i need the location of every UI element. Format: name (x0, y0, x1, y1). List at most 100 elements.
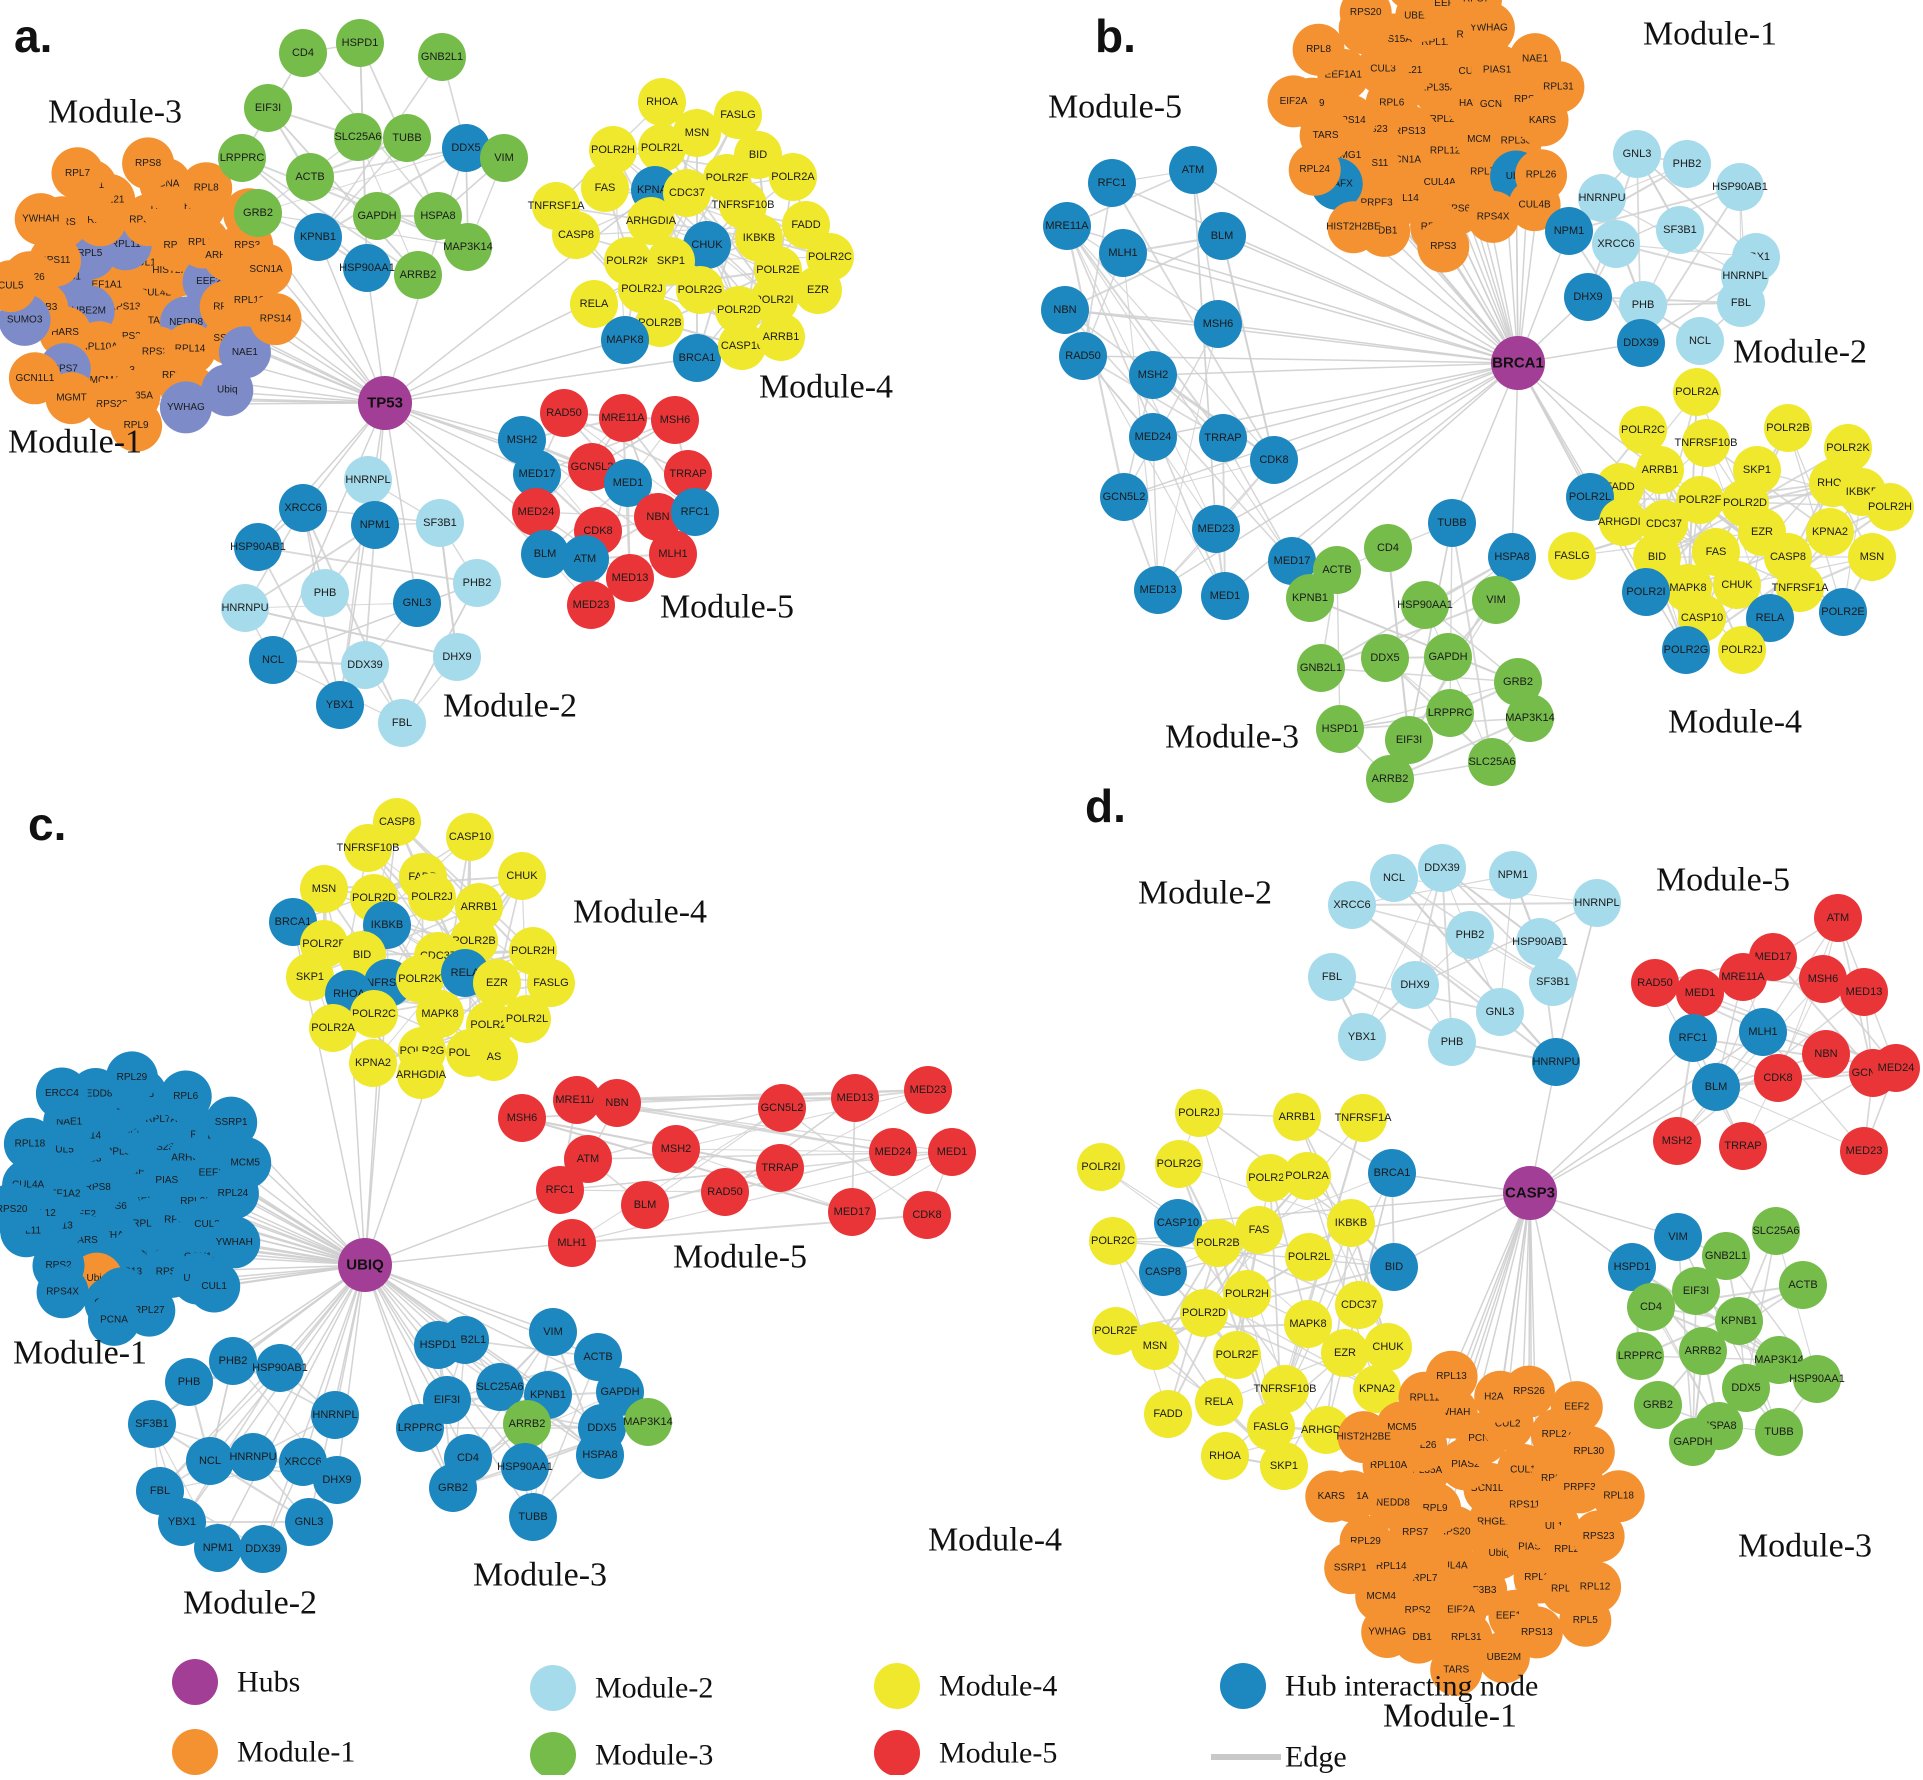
gene-node[interactable] (286, 153, 334, 201)
gene-node[interactable] (1819, 588, 1867, 636)
gene-node[interactable] (1622, 568, 1670, 616)
gene-node[interactable] (714, 91, 762, 139)
gene-node[interactable] (828, 1188, 876, 1236)
gene-node[interactable] (1550, 1381, 1603, 1434)
gene-node[interactable] (1532, 61, 1585, 114)
gene-node[interactable] (1682, 419, 1730, 467)
gene-node[interactable] (663, 169, 711, 217)
gene-node[interactable] (165, 1358, 213, 1406)
gene-node[interactable] (1634, 1381, 1682, 1429)
gene-node[interactable] (498, 852, 546, 900)
gene-node[interactable] (501, 1443, 549, 1491)
gene-node[interactable] (1472, 576, 1520, 624)
gene-node[interactable] (1713, 561, 1761, 609)
gene-node[interactable] (418, 33, 466, 81)
gene-node[interactable] (1139, 1248, 1187, 1296)
gene-node[interactable] (309, 1004, 357, 1052)
gene-node[interactable] (336, 19, 384, 67)
gene-node[interactable] (1195, 1378, 1243, 1426)
gene-node[interactable] (1755, 1408, 1803, 1456)
gene-node[interactable] (1529, 958, 1577, 1006)
gene-node[interactable] (1592, 1470, 1645, 1523)
gene-node[interactable] (627, 197, 675, 245)
gene-node[interactable] (1848, 533, 1896, 581)
gene-node[interactable] (1428, 499, 1476, 547)
gene-node[interactable] (589, 126, 637, 174)
gene-node[interactable] (446, 813, 494, 861)
gene-node[interactable] (1564, 273, 1612, 321)
gene-node[interactable] (128, 1400, 176, 1448)
gene-node[interactable] (473, 959, 521, 1007)
gene-node[interactable] (1339, 0, 1392, 39)
gene-node[interactable] (552, 211, 600, 259)
gene-node[interactable] (201, 364, 254, 417)
gene-node[interactable] (158, 1498, 206, 1546)
gene-node[interactable] (1077, 1143, 1125, 1191)
gene-node[interactable] (453, 559, 501, 607)
gene-node[interactable] (1508, 179, 1561, 232)
gene-node[interactable] (1154, 1199, 1202, 1247)
gene-node[interactable] (1669, 1014, 1717, 1062)
gene-node[interactable] (1793, 1355, 1841, 1403)
gene-node[interactable] (1866, 483, 1914, 531)
gene-node[interactable] (1719, 953, 1767, 1001)
gene-node[interactable] (1129, 413, 1177, 461)
gene-node[interactable] (1175, 1089, 1223, 1137)
gene-node[interactable] (88, 1293, 140, 1346)
gene-node[interactable] (498, 1094, 546, 1142)
gene-node[interactable] (1776, 564, 1824, 612)
gene-node[interactable] (1739, 1008, 1787, 1056)
gene-node[interactable] (1292, 23, 1345, 76)
gene-node[interactable] (0, 260, 37, 313)
gene-node[interactable] (652, 1125, 700, 1173)
hub-node-ubiq[interactable] (338, 1238, 392, 1292)
gene-node[interactable] (1672, 1267, 1720, 1315)
gene-node[interactable] (1386, 0, 1438, 11)
gene-node[interactable] (1613, 130, 1661, 178)
gene-node[interactable] (1426, 689, 1474, 737)
gene-node[interactable] (240, 243, 293, 296)
gene-node[interactable] (1199, 414, 1247, 462)
gene-node[interactable] (1654, 1213, 1702, 1261)
gene-node[interactable] (1619, 406, 1667, 454)
gene-node[interactable] (1328, 881, 1376, 929)
gene-node[interactable] (1370, 854, 1418, 902)
gene-node[interactable] (1041, 286, 1089, 334)
gene-node[interactable] (1662, 626, 1710, 674)
gene-node[interactable] (1636, 446, 1684, 494)
gene-node[interactable] (344, 824, 392, 872)
gene-node[interactable] (503, 995, 551, 1043)
gene-node[interactable] (561, 535, 609, 583)
gene-node[interactable] (219, 1137, 272, 1189)
gene-node[interactable] (180, 162, 233, 215)
gene-node[interactable] (1201, 1432, 1249, 1480)
gene-node[interactable] (621, 1181, 669, 1229)
gene-node[interactable] (1370, 1243, 1418, 1291)
gene-node[interactable] (794, 266, 842, 314)
gene-node[interactable] (1418, 844, 1466, 892)
gene-node[interactable] (1247, 1403, 1295, 1451)
gene-node[interactable] (1764, 404, 1812, 452)
gene-node[interactable] (1099, 229, 1147, 277)
gene-node[interactable] (311, 1391, 359, 1439)
gene-node[interactable] (1548, 532, 1596, 580)
gene-node[interactable] (194, 1524, 242, 1572)
gene-node[interactable] (234, 189, 282, 237)
gene-node[interactable] (1316, 705, 1364, 753)
gene-node[interactable] (1755, 1336, 1803, 1384)
gene-node[interactable] (1746, 594, 1794, 642)
gene-node[interactable] (529, 1308, 577, 1356)
gene-node[interactable] (1692, 1063, 1740, 1111)
gene-node[interactable] (105, 1051, 158, 1104)
gene-node[interactable] (208, 1216, 261, 1269)
gene-node[interactable] (601, 316, 649, 364)
gene-node[interactable] (568, 443, 616, 491)
gene-node[interactable] (239, 1525, 287, 1573)
gene-node[interactable] (1779, 1261, 1827, 1309)
gene-node[interactable] (676, 266, 724, 314)
gene-node[interactable] (1353, 1365, 1401, 1413)
gene-node[interactable] (540, 389, 588, 437)
gene-node[interactable] (416, 499, 464, 547)
gene-node[interactable] (1450, 0, 1503, 25)
gene-node[interactable] (286, 953, 334, 1001)
